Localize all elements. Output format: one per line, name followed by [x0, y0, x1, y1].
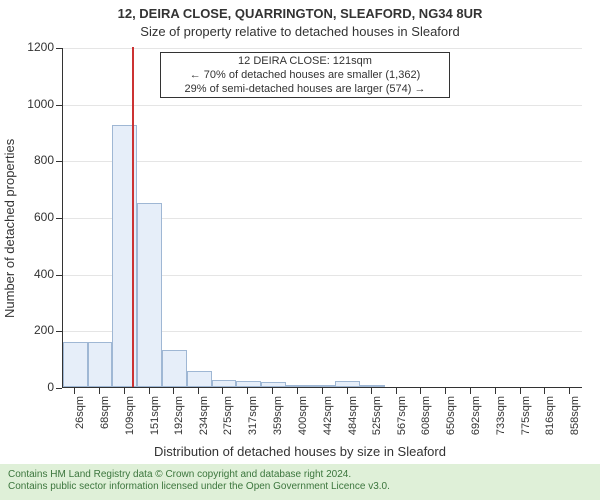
annotation-box: 12 DEIRA CLOSE: 121sqm ← 70% of detached… — [160, 52, 450, 98]
x-tick-label: 317sqm — [247, 396, 259, 446]
x-tick-label: 234sqm — [198, 396, 210, 446]
subject-marker-line — [132, 47, 134, 387]
plot-area: 12 DEIRA CLOSE: 121sqm ← 70% of detached… — [62, 48, 582, 388]
histogram-bar — [286, 385, 310, 387]
x-tick — [371, 388, 372, 394]
x-tick — [420, 388, 421, 394]
histogram-bar — [310, 385, 335, 387]
y-tick-label: 200 — [18, 323, 54, 337]
x-tick — [445, 388, 446, 394]
x-tick — [124, 388, 125, 394]
y-tick-label: 0 — [18, 380, 54, 394]
histogram-bar — [236, 381, 261, 387]
histogram-bar — [212, 380, 236, 387]
x-tick-label: 733sqm — [495, 396, 507, 446]
chart-title-main: 12, DEIRA CLOSE, QUARRINGTON, SLEAFORD, … — [0, 6, 600, 21]
x-tick — [149, 388, 150, 394]
x-tick-label: 858sqm — [569, 396, 581, 446]
footer-attribution: Contains HM Land Registry data © Crown c… — [0, 464, 600, 500]
y-tick-label: 1000 — [18, 97, 54, 111]
x-tick — [544, 388, 545, 394]
y-tick — [56, 388, 62, 389]
histogram-bar — [162, 350, 186, 387]
histogram-bar — [187, 371, 212, 387]
x-tick — [495, 388, 496, 394]
x-tick-label: 484sqm — [347, 396, 359, 446]
x-tick-label: 192sqm — [173, 396, 185, 446]
annotation-line-3: 29% of semi-detached houses are larger (… — [165, 83, 445, 97]
x-tick-label: 816sqm — [544, 396, 556, 446]
y-tick-label: 600 — [18, 210, 54, 224]
histogram-bar — [88, 342, 112, 387]
x-tick-label: 109sqm — [124, 396, 136, 446]
x-tick — [569, 388, 570, 394]
histogram-bar — [63, 342, 88, 387]
y-tick-label: 1200 — [18, 40, 54, 54]
x-tick-label: 400sqm — [297, 396, 309, 446]
grid-line — [63, 105, 582, 106]
x-tick — [74, 388, 75, 394]
x-tick — [470, 388, 471, 394]
x-tick-label: 359sqm — [272, 396, 284, 446]
y-tick — [56, 48, 62, 49]
x-tick — [222, 388, 223, 394]
x-tick — [322, 388, 323, 394]
x-tick-label: 608sqm — [420, 396, 432, 446]
x-tick-label: 525sqm — [371, 396, 383, 446]
annotation-line-2: ← 70% of detached houses are smaller (1,… — [165, 69, 445, 83]
histogram-bar — [137, 203, 162, 387]
chart-title-sub: Size of property relative to detached ho… — [0, 24, 600, 39]
x-tick-label: 567sqm — [396, 396, 408, 446]
y-tick-label: 800 — [18, 153, 54, 167]
x-tick-label: 151sqm — [149, 396, 161, 446]
x-tick-label: 442sqm — [322, 396, 334, 446]
x-tick — [297, 388, 298, 394]
grid-line — [63, 161, 582, 162]
x-tick-label: 775sqm — [520, 396, 532, 446]
histogram-bar — [261, 382, 286, 387]
x-axis-label: Distribution of detached houses by size … — [0, 444, 600, 459]
y-tick — [56, 331, 62, 332]
grid-line — [63, 48, 582, 49]
x-tick — [247, 388, 248, 394]
histogram-bar — [360, 385, 385, 387]
x-tick — [347, 388, 348, 394]
y-tick — [56, 105, 62, 106]
footer-line-2: Contains public sector information licen… — [8, 481, 592, 493]
y-tick-label: 400 — [18, 267, 54, 281]
x-tick-label: 275sqm — [222, 396, 234, 446]
y-tick — [56, 161, 62, 162]
x-tick — [173, 388, 174, 394]
x-tick — [99, 388, 100, 394]
y-tick — [56, 275, 62, 276]
x-tick — [520, 388, 521, 394]
y-tick — [56, 218, 62, 219]
x-tick — [272, 388, 273, 394]
histogram-bar — [335, 381, 359, 387]
chart-container: { "titles": { "main": "12, DEIRA CLOSE, … — [0, 0, 600, 500]
x-tick-label: 650sqm — [445, 396, 457, 446]
x-tick — [198, 388, 199, 394]
x-tick — [396, 388, 397, 394]
annotation-line-1: 12 DEIRA CLOSE: 121sqm — [165, 55, 445, 69]
y-axis-label: Number of detached properties — [2, 139, 17, 318]
x-tick-label: 692sqm — [470, 396, 482, 446]
footer-line-1: Contains HM Land Registry data © Crown c… — [8, 469, 592, 481]
x-tick-label: 26sqm — [74, 396, 86, 446]
x-tick-label: 68sqm — [99, 396, 111, 446]
